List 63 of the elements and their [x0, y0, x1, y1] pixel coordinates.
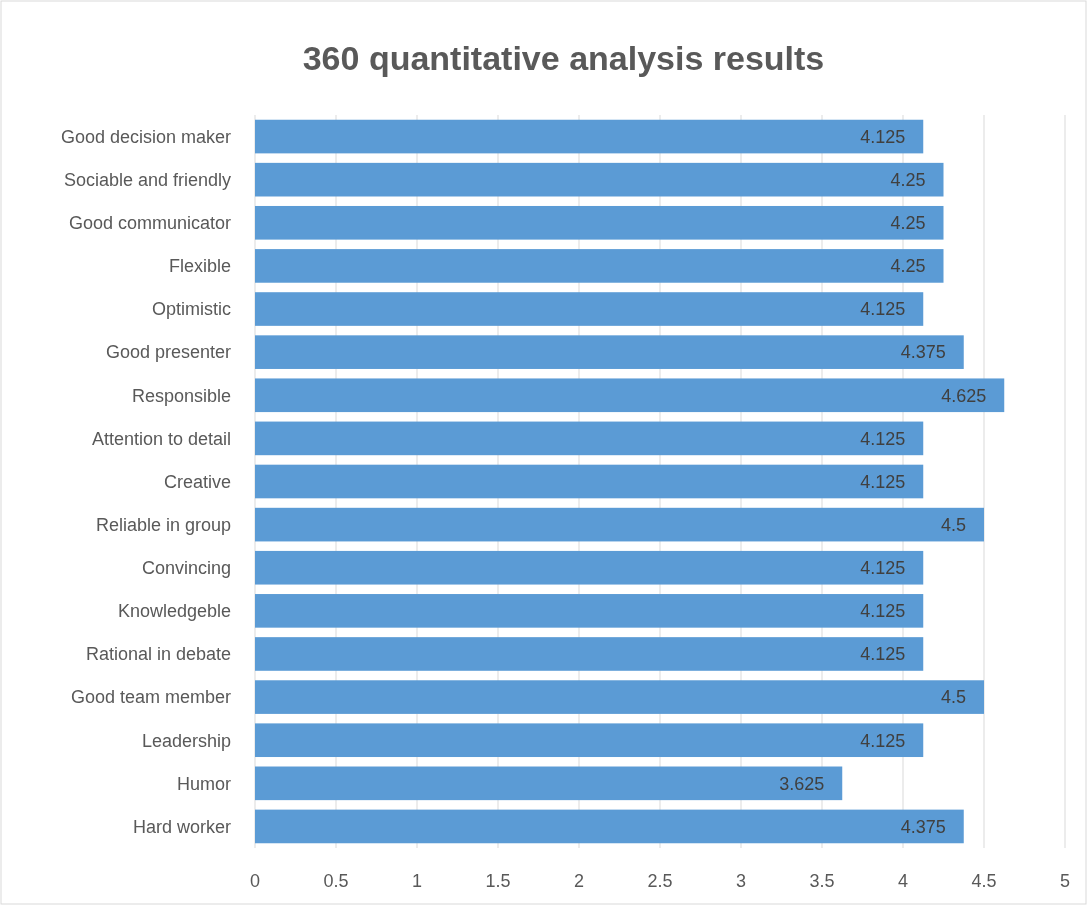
data-label: 4.375: [900, 342, 946, 363]
x-tick-label: 5: [1059, 871, 1071, 891]
y-tick-label: Creative: [163, 471, 231, 492]
data-label: 4.25: [890, 169, 926, 190]
bar: [255, 550, 924, 585]
y-tick-label: Humor: [176, 773, 231, 794]
data-label: 4.625: [941, 385, 987, 406]
data-label: 4.125: [860, 730, 906, 751]
y-tick-label: Hard worker: [132, 816, 231, 837]
x-tick-label: 3.5: [809, 871, 835, 891]
y-tick-label: Leadership: [141, 730, 231, 751]
bar: [255, 766, 843, 801]
data-label: 4.25: [890, 213, 926, 234]
data-label: 4.125: [860, 471, 906, 492]
y-tick-label: Good team member: [70, 687, 231, 708]
y-tick-label: Reliable in group: [95, 514, 231, 535]
bar: [255, 119, 924, 154]
y-tick-label: Optimistic: [151, 299, 231, 320]
data-label: 4.125: [860, 644, 906, 665]
x-tick-label: 4: [897, 871, 909, 891]
bar: [255, 378, 1005, 413]
y-tick-label: Attention to detail: [91, 428, 231, 449]
data-label: 3.625: [779, 773, 825, 794]
bar: [255, 335, 964, 369]
y-tick-label: Convincing: [141, 558, 231, 579]
data-label: 4.125: [860, 126, 906, 147]
x-tick-label: 3: [735, 871, 747, 891]
x-tick-label: 0.5: [323, 871, 349, 891]
x-tick-label: 0: [249, 871, 261, 891]
y-tick-label: Good presenter: [105, 342, 231, 363]
x-tick-label: 2.5: [647, 871, 673, 891]
chart-title: 360 quantitative analysis results: [302, 39, 825, 77]
bar: [255, 594, 924, 628]
y-tick-label: Responsible: [131, 385, 231, 406]
data-label: 4.125: [860, 558, 906, 579]
bar: [255, 205, 944, 240]
bar: [255, 637, 924, 671]
data-label: 4.125: [860, 299, 906, 320]
data-label: 4.125: [860, 428, 906, 449]
data-label: 4.5: [940, 514, 966, 535]
bar: [255, 723, 924, 758]
bar: [255, 507, 984, 542]
bar: [255, 249, 944, 283]
x-tick-label: 1: [411, 871, 423, 891]
data-label: 4.375: [900, 816, 946, 837]
y-tick-label: Good decision maker: [60, 126, 231, 147]
x-tick-label: 1.5: [485, 871, 511, 891]
bar: [255, 421, 924, 456]
bar: [255, 680, 984, 714]
bar: [255, 464, 924, 499]
y-tick-label: Flexible: [168, 256, 231, 277]
bar: [255, 809, 964, 844]
y-tick-label: Sociable and friendly: [63, 169, 231, 190]
bar: [255, 292, 924, 326]
x-tick-label: 2: [573, 871, 585, 891]
bar: [255, 162, 944, 197]
x-tick-label: 4.5: [971, 871, 997, 891]
y-tick-label: Rational in debate: [85, 644, 231, 665]
y-tick-label: Knowledgeble: [117, 601, 231, 622]
data-label: 4.125: [860, 601, 906, 622]
data-label: 4.5: [940, 687, 966, 708]
data-label: 4.25: [890, 256, 926, 277]
y-tick-label: Good communicator: [68, 213, 231, 234]
